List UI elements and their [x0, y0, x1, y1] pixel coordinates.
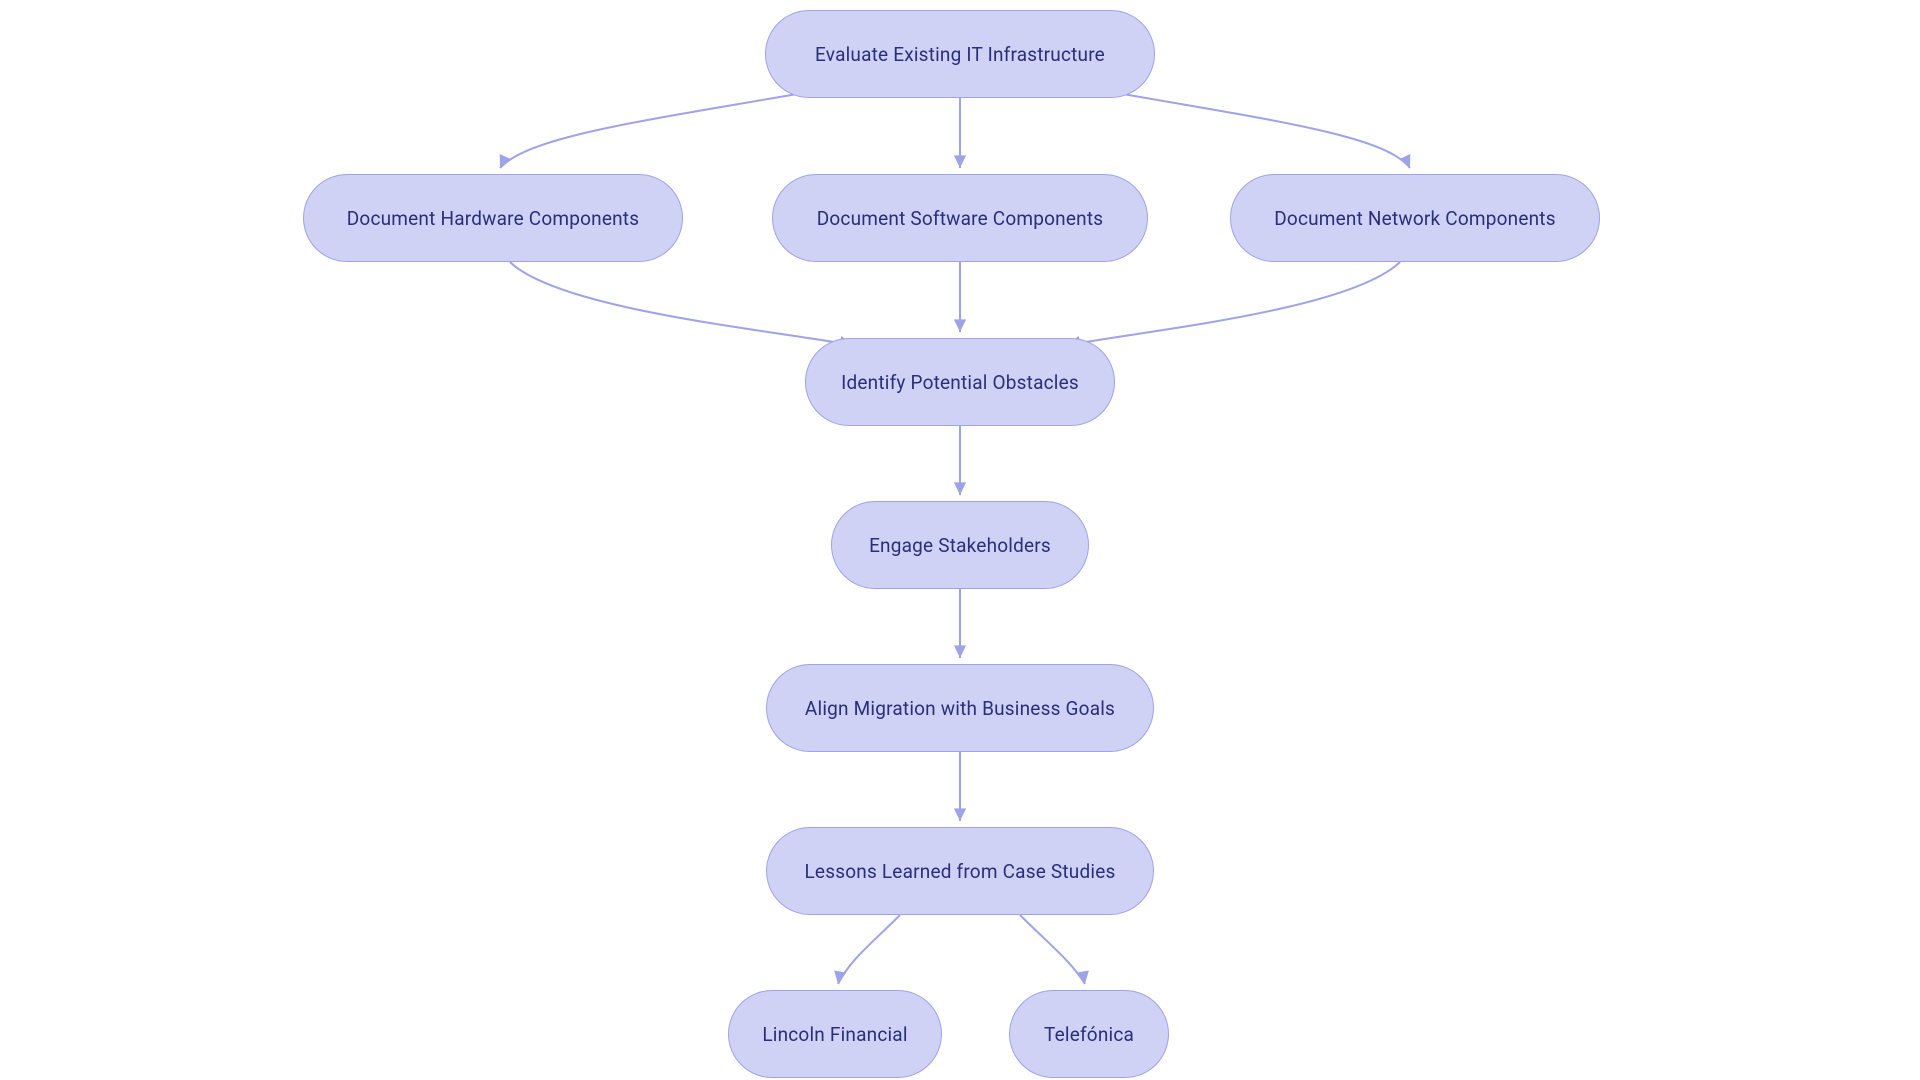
node-label: Document Network Components [1274, 207, 1555, 230]
node-label: Lessons Learned from Case Studies [805, 860, 1116, 883]
arrowhead-icon [1077, 971, 1089, 984]
edge-lessons-telefonica [1020, 915, 1085, 984]
node-label: Engage Stakeholders [869, 534, 1051, 557]
flowchart-canvas: Evaluate Existing IT Infrastructure Docum… [0, 0, 1920, 1080]
edge-network-obstacles [1068, 262, 1400, 345]
arrowhead-icon [954, 482, 966, 495]
node-software: Document Software Components [772, 174, 1148, 262]
arrowhead-icon [954, 808, 966, 821]
arrowhead-icon [954, 645, 966, 658]
node-engage: Engage Stakeholders [831, 501, 1089, 589]
edge-evaluate-hardware [500, 90, 820, 168]
edge-hardware-obstacles [510, 262, 852, 345]
arrowhead-icon [954, 319, 966, 332]
node-label: Telefónica [1044, 1023, 1134, 1046]
node-obstacles: Identify Potential Obstacles [805, 338, 1115, 426]
arrowhead-icon [954, 155, 966, 168]
node-label: Lincoln Financial [762, 1023, 907, 1046]
node-lessons: Lessons Learned from Case Studies [766, 827, 1154, 915]
node-label: Align Migration with Business Goals [805, 697, 1115, 720]
node-align: Align Migration with Business Goals [766, 664, 1154, 752]
arrowhead-icon [834, 971, 846, 984]
node-lincoln: Lincoln Financial [728, 990, 942, 1078]
node-label: Document Hardware Components [347, 207, 639, 230]
node-network: Document Network Components [1230, 174, 1600, 262]
arrowhead-icon [500, 154, 511, 168]
node-telefonica: Telefónica [1009, 990, 1169, 1078]
edge-evaluate-network [1100, 90, 1410, 168]
edge-lessons-lincoln [838, 915, 900, 984]
arrowhead-icon [1399, 154, 1410, 168]
node-label: Evaluate Existing IT Infrastructure [815, 43, 1105, 66]
node-label: Identify Potential Obstacles [841, 371, 1079, 394]
node-label: Document Software Components [817, 207, 1104, 230]
node-evaluate: Evaluate Existing IT Infrastructure [765, 10, 1155, 98]
node-hardware: Document Hardware Components [303, 174, 683, 262]
